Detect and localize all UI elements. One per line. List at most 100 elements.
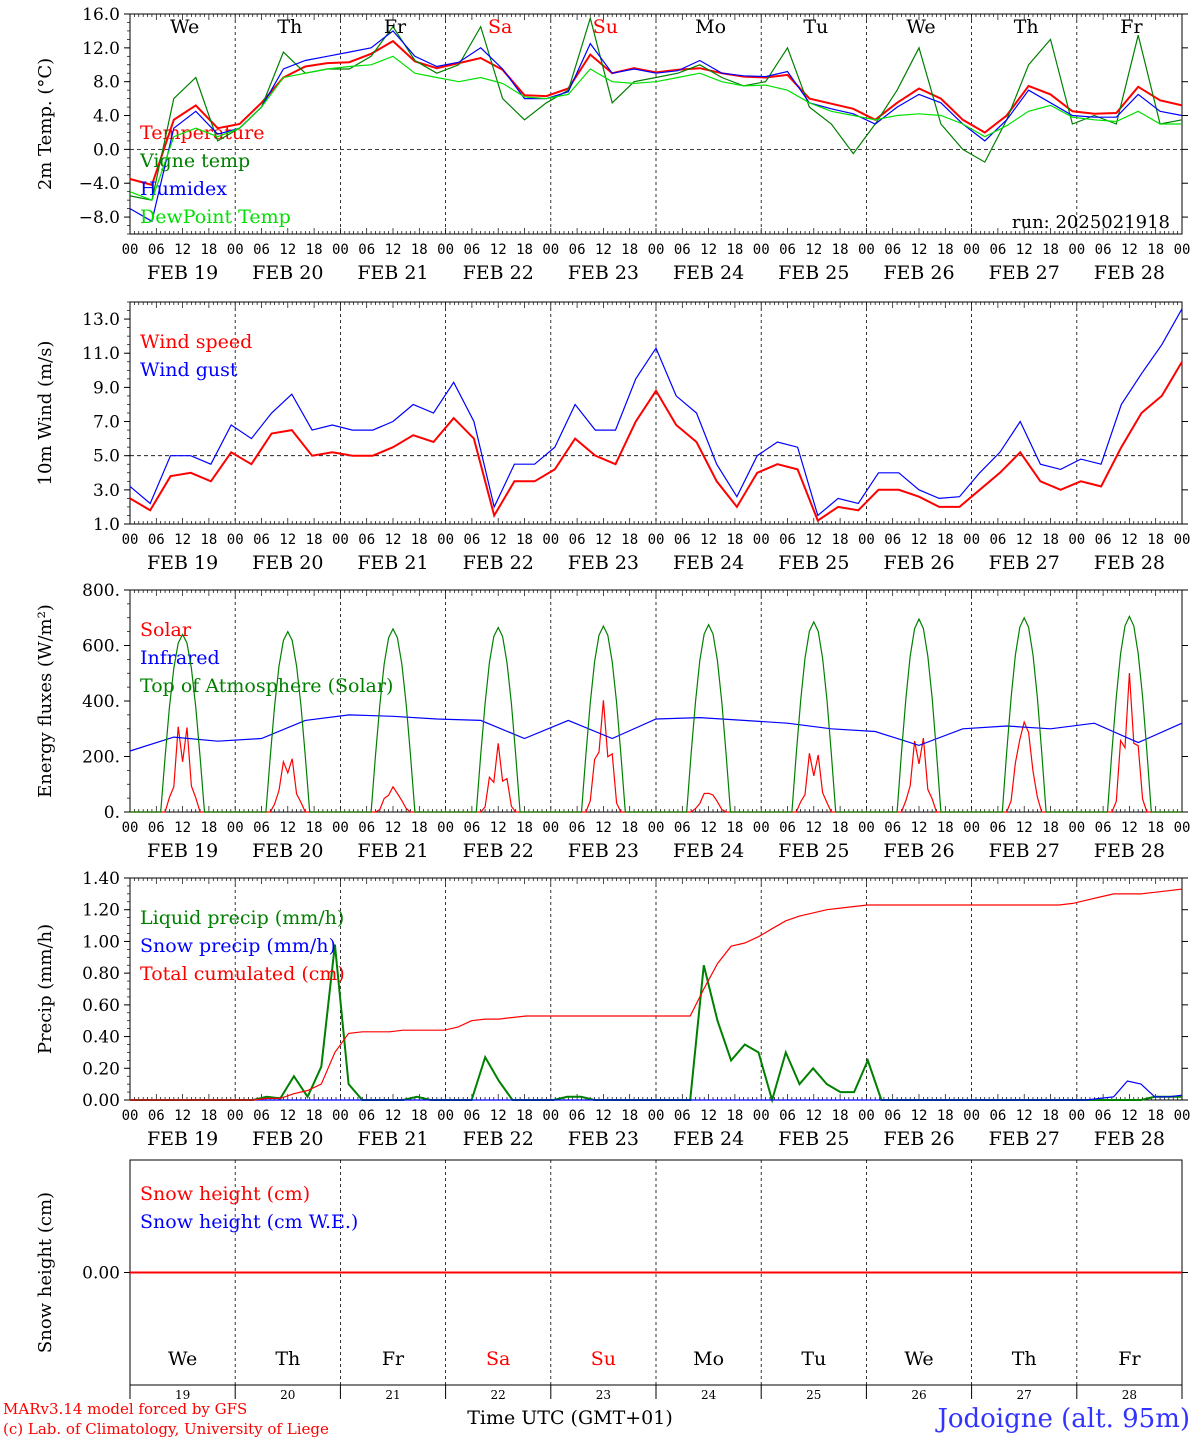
x-tick-label: 00 [122,242,139,258]
legend-entry: Infrared [140,647,220,669]
x-tick-label: 06 [569,820,586,836]
x-tick-label: 18 [411,532,428,548]
legend-entry: Snow precip (mm/h) [140,935,336,957]
y-tick-label: −4.0 [79,174,120,194]
x-axis-label: Time UTC (GMT+01) [467,1407,673,1429]
x-tick-label: 12 [1016,242,1033,258]
x-tick-label: 06 [989,1108,1006,1124]
x-tick-label: 18 [937,820,954,836]
series-line-infrared [129,714,1183,752]
x-tick-label: 00 [437,1108,454,1124]
panel-1: 16.0 12.0 8.0 4.0 0.0 −4.0 −8.0 2m Temp. (°C) Te… [35,5,1190,284]
x-tick-label: 12 [700,1108,717,1124]
x-tick-label: 06 [253,242,270,258]
x-tick-label: 18 [1147,532,1164,548]
x-tick-label: 18 [200,532,217,548]
x-tick-label: 06 [358,532,375,548]
date-label: FEB 21 [357,840,428,862]
x-tick-label: 06 [148,820,165,836]
x-tick-label: 00 [858,820,875,836]
x-tick-label: 12 [1016,1108,1033,1124]
date-label: FEB 21 [357,1128,428,1150]
x-tick-label: 12 [174,820,191,836]
x-tick-label: 00 [963,820,980,836]
date-label: FEB 24 [673,1128,744,1150]
x-tick-label: 06 [779,242,796,258]
date-label: FEB 27 [989,552,1060,574]
x-tick-label: 18 [621,1108,638,1124]
date-label: FEB 24 [673,840,744,862]
panel-5: 0.00 Snow height (cm) Snow height (cm) Snow… [35,1159,1188,1402]
date-label: FEB 22 [463,262,534,284]
x-tick-label: 00 [542,532,559,548]
x-tick-label: 12 [385,242,402,258]
x-tick-label: 18 [200,1108,217,1124]
day-name: Sa [488,16,512,38]
date-number: 28 [1122,1388,1137,1402]
legend-entry: Wind speed [140,331,252,353]
x-tick-label: 18 [1147,242,1164,258]
y-tick-label: 200. [82,748,120,768]
x-tick-label: 12 [911,532,928,548]
x-tick-label: 18 [937,1108,954,1124]
date-label: FEB 28 [1094,552,1165,574]
day-name: We [906,16,935,38]
x-tick-label: 12 [595,532,612,548]
x-tick-label: 18 [832,1108,849,1124]
date-label: FEB 22 [463,1128,534,1150]
date-label: FEB 27 [989,262,1060,284]
x-tick-label: 12 [174,1108,191,1124]
y-tick-label: 1.00 [82,932,120,952]
date-number: 19 [175,1388,190,1402]
x-tick-label: 12 [385,532,402,548]
credit-line-2: (c) Lab. of Climatology, University of L… [3,1420,329,1438]
x-tick-label: 06 [1095,532,1112,548]
x-tick-label: 06 [148,242,165,258]
x-tick-label: 12 [490,242,507,258]
x-tick-label: 06 [674,1108,691,1124]
y-axis-label: 10m Wind (m/s) [35,341,56,486]
date-label: FEB 25 [778,840,849,862]
y-axis-label: Precip (mm/h) [35,924,56,1054]
date-label: FEB 23 [568,552,639,574]
day-name: We [168,1348,197,1370]
series-line-wind-speed [129,361,1183,523]
y-tick-label: 400. [82,692,120,712]
y-tick-label: 600. [82,637,120,657]
date-label: FEB 20 [252,552,323,574]
x-tick-label: 18 [621,820,638,836]
x-tick-label: 06 [358,1108,375,1124]
date-label: FEB 23 [568,840,639,862]
y-tick-label: 13.0 [82,310,120,330]
date-label: FEB 28 [1094,840,1165,862]
x-tick-label: 12 [595,820,612,836]
x-tick-label: 12 [805,820,822,836]
x-tick-label: 06 [253,820,270,836]
day-name: Sa [486,1348,510,1370]
legend-entry: Top of Atmosphere (Solar) [140,675,393,697]
y-tick-label: 4.0 [93,107,120,127]
x-tick-label: 12 [1121,820,1138,836]
x-tick-label: 06 [463,242,480,258]
x-tick-label: 00 [1174,532,1191,548]
y-tick-label: 11.0 [82,344,120,364]
day-name: Th [277,16,302,38]
series-line-dewpoint-temp [129,55,1182,201]
x-tick-label: 00 [542,242,559,258]
x-tick-label: 18 [832,820,849,836]
day-name: Fr [1120,16,1143,38]
x-tick-label: 00 [227,1108,244,1124]
date-label: FEB 24 [673,552,744,574]
legend-entry: Liquid precip (mm/h) [140,907,344,929]
date-label: FEB 20 [252,1128,323,1150]
date-label: FEB 20 [252,262,323,284]
x-tick-label: 12 [700,532,717,548]
y-tick-label: 12.0 [82,39,120,59]
x-tick-label: 06 [463,820,480,836]
x-tick-label: 06 [884,532,901,548]
date-label: FEB 19 [147,552,218,574]
x-tick-label: 18 [1147,820,1164,836]
panel-3: 800. 600. 400. 200. 0. Energy fluxes (W/m²) So… [35,581,1190,862]
x-tick-label: 00 [332,532,349,548]
